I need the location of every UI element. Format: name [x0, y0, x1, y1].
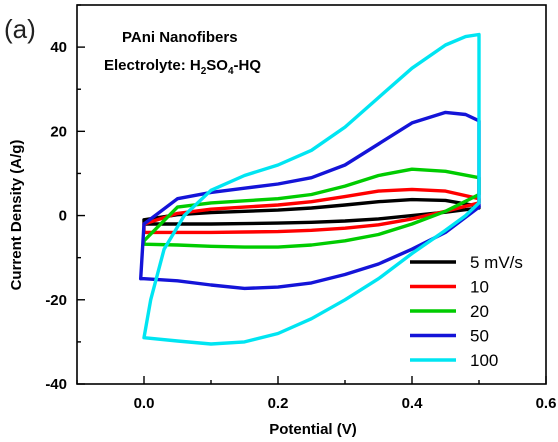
y-tick-label: 40 — [50, 39, 67, 56]
legend-label-4: 50 — [470, 327, 489, 346]
panel-label: (a) — [4, 14, 36, 44]
legend-label-3: 20 — [470, 302, 489, 321]
annotation-electrolyte-prefix: Electrolyte: H — [104, 57, 201, 74]
x-tick-label: 0.4 — [402, 395, 424, 412]
axes-layer: 0.0 0.2 0.4 0.6 -40 -20 0 20 40 — [45, 4, 557, 412]
annotation-electrolyte-sub1: 2 — [201, 66, 207, 77]
y-axis-title: Current Density (A/g) — [8, 140, 25, 291]
series-layer — [139, 32, 481, 346]
legend-label-2: 10 — [470, 278, 489, 297]
plot-frame — [76, 4, 547, 385]
legend: 5 mV/s 10 20 50 100 — [410, 253, 523, 370]
legend-label-5: 100 — [470, 351, 498, 370]
x-tick-label: 0.2 — [268, 395, 289, 412]
annotation-electrolyte-suffix: -HQ — [234, 57, 262, 74]
x-tick-label: 0.0 — [134, 395, 155, 412]
legend-label-1: 5 mV/s — [470, 253, 523, 272]
y-tick-label: -40 — [45, 376, 67, 393]
annotation-electrolyte-mid: SO — [206, 57, 228, 74]
x-tick-label: 0.6 — [536, 395, 557, 412]
y-tick-label: -20 — [45, 292, 67, 309]
x-axis-title: Potential (V) — [269, 421, 357, 438]
y-tick-label: 0 — [59, 208, 67, 225]
annotation-electrolyte: Electrolyte: H2SO4-HQ — [104, 57, 261, 77]
y-tick-label: 20 — [50, 123, 67, 140]
annotation-electrolyte-sub2: 4 — [228, 66, 234, 77]
annotation-material: PAni Nanofibers — [122, 29, 238, 46]
series-line-5 — [142, 32, 481, 346]
